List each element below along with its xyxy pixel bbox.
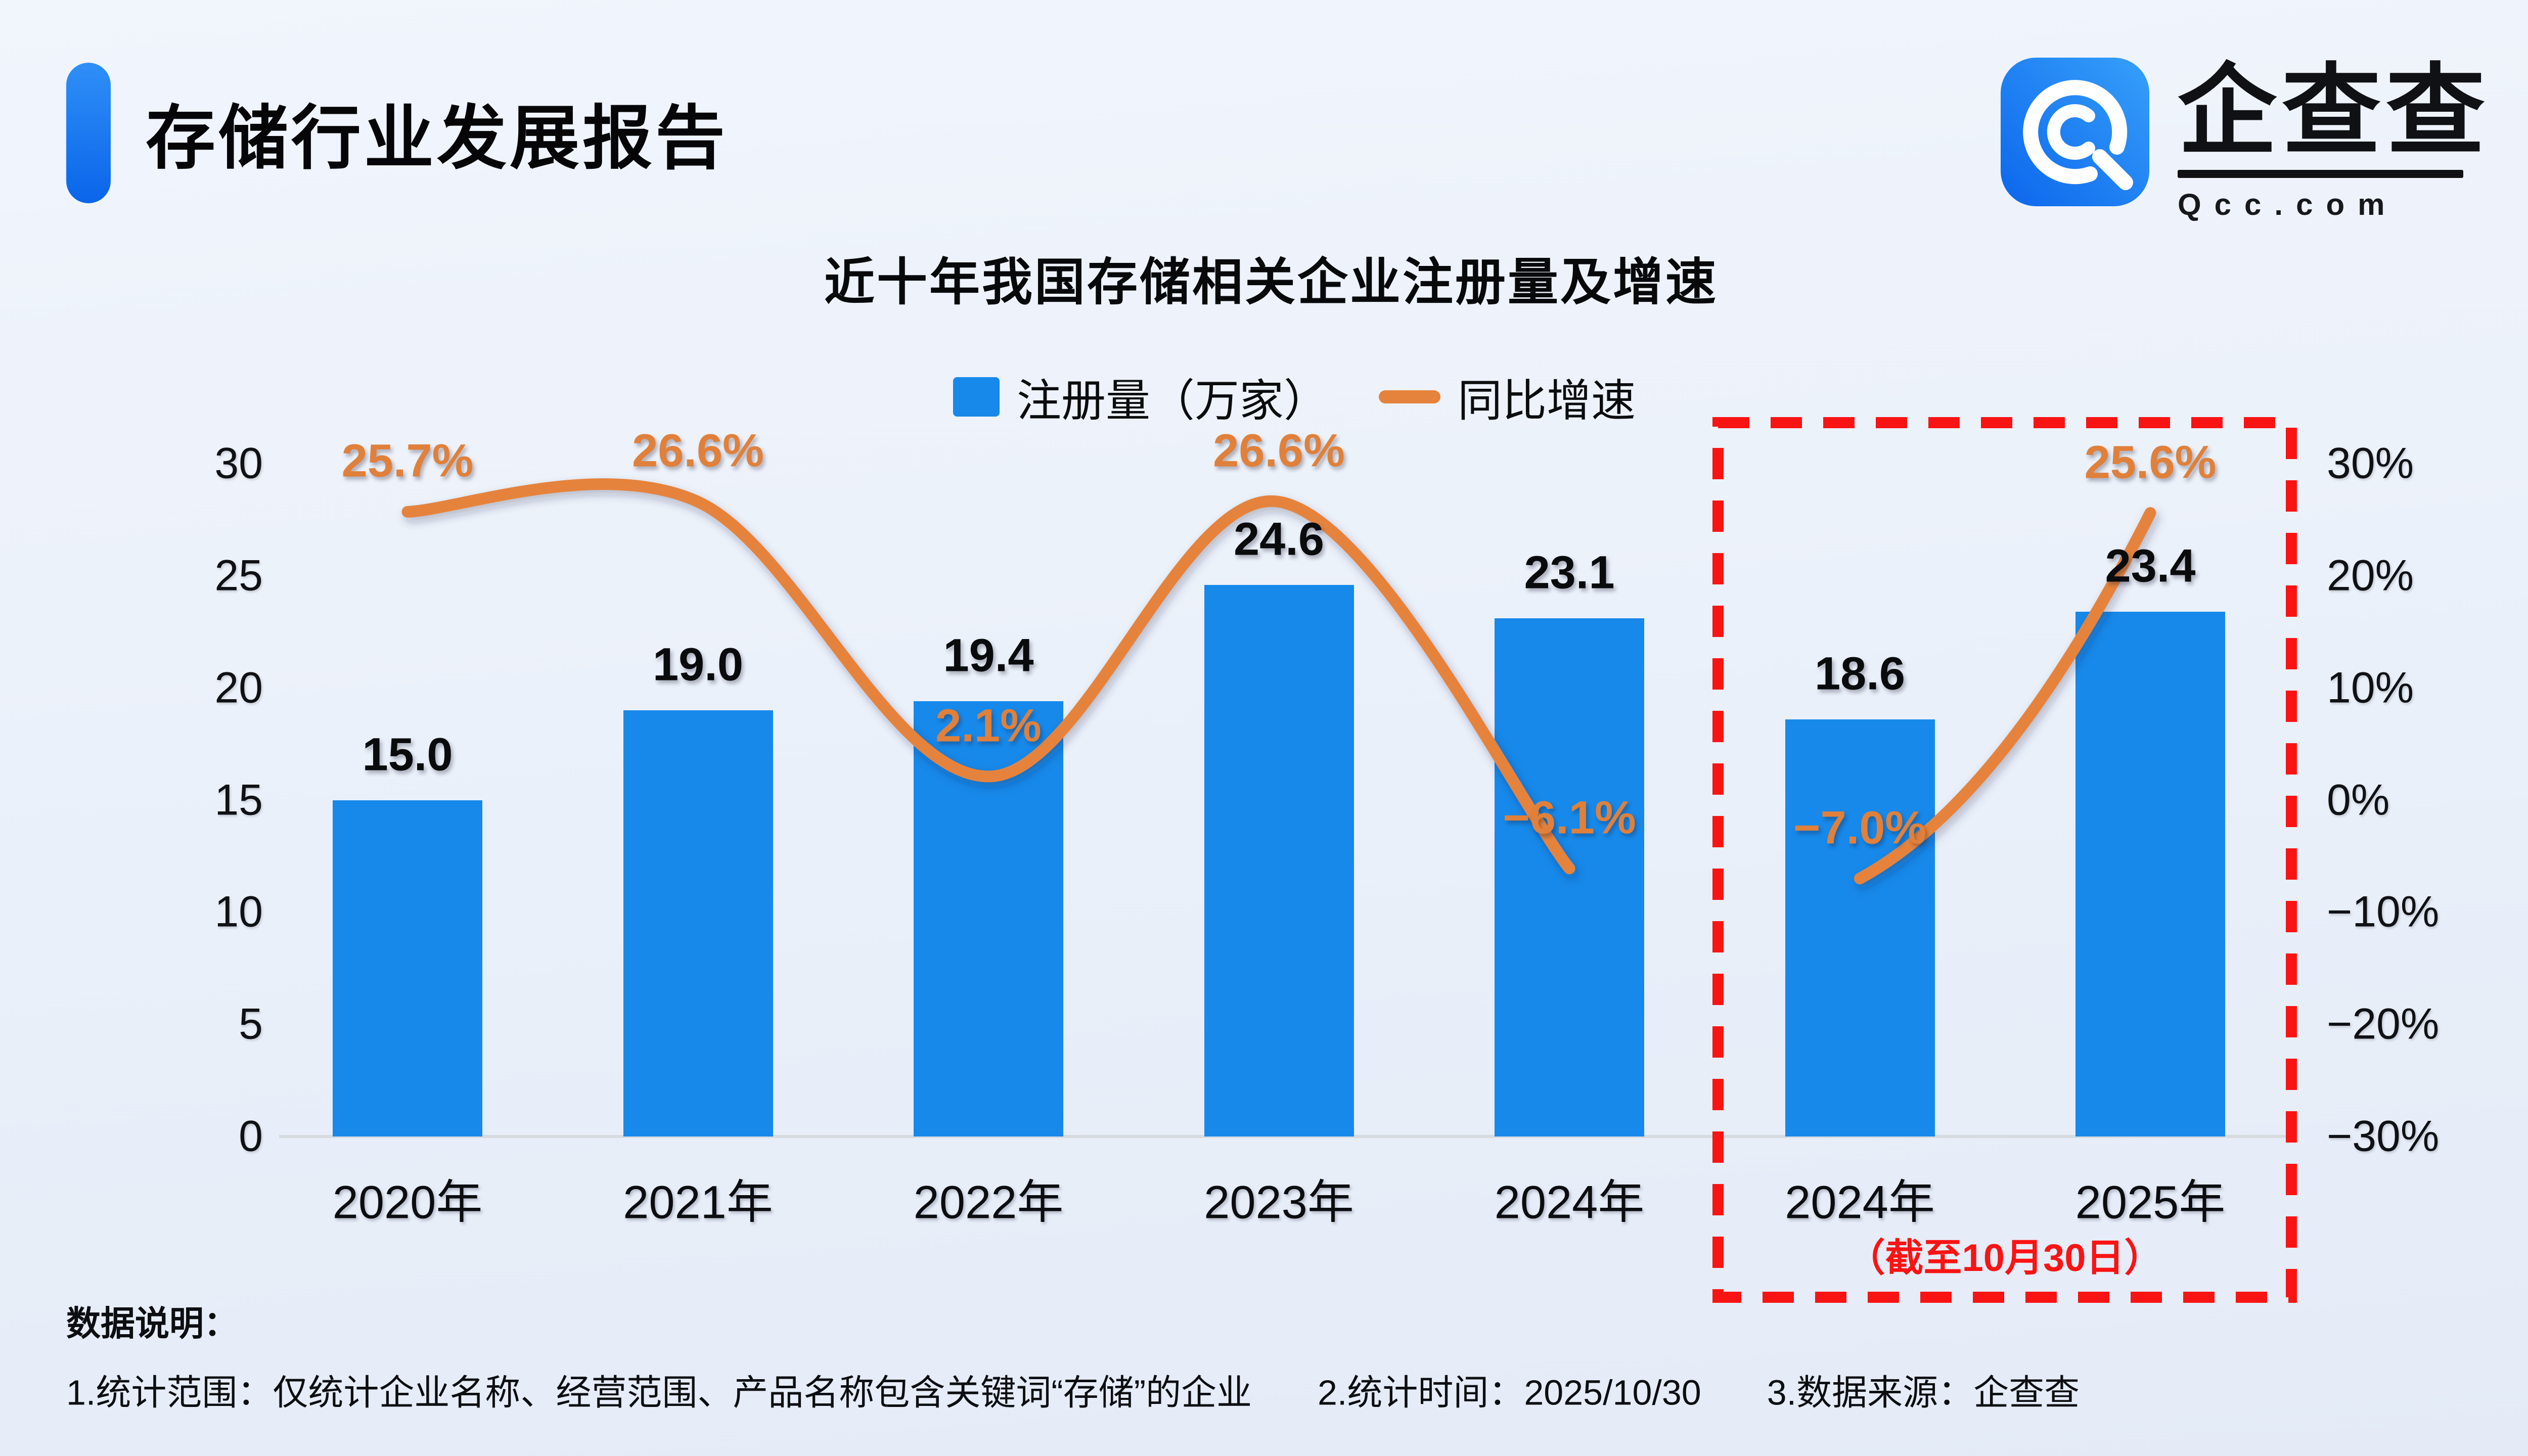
x-axis-baseline: [279, 1135, 2294, 1138]
x-axis-label: 2022年: [913, 1176, 1064, 1228]
x-axis-label: 2020年: [332, 1176, 483, 1228]
y-axis-tick-right: 20%: [2327, 551, 2414, 600]
x-axis-label: 2024年: [1494, 1176, 1645, 1228]
qcc-logo-icon: [2001, 58, 2149, 206]
page-title: 存储行业发展报告: [146, 100, 729, 177]
y-axis-tick-right: −20%: [2327, 999, 2440, 1049]
y-axis-tick-left: 25: [214, 551, 263, 600]
y-axis-tick-left: 5: [239, 999, 263, 1049]
y-axis-tick-left: 30: [214, 439, 263, 488]
x-axis-label: 2025年: [2075, 1176, 2226, 1228]
footer-note-scope: 1.统计范围：仅统计企业名称、经营范围、产品名称包含关键词“存储”的企业: [66, 1373, 1252, 1413]
y-axis-tick-right: 30%: [2327, 439, 2414, 488]
bar-value-label: 24.6: [1233, 513, 1325, 565]
legend-bar-label: 注册量（万家）: [1016, 375, 1328, 426]
bar-value-label: 23.1: [1524, 547, 1615, 599]
title-accent-bar: [66, 63, 111, 203]
growth-rate-label: 25.7%: [341, 435, 474, 487]
bar-value-label: 19.0: [652, 639, 744, 691]
footer-notes: 1.统计范围：仅统计企业名称、经营范围、产品名称包含关键词“存储”的企业 2.统…: [66, 1364, 2080, 1416]
y-axis-tick-right: −10%: [2327, 887, 2440, 936]
bar-value-label: 15.0: [362, 729, 453, 780]
growth-rate-label: 2.1%: [935, 700, 1042, 752]
legend-line-label: 同比增速: [1458, 375, 1636, 426]
bar-value-label: 19.4: [943, 629, 1034, 681]
y-axis-tick-right: 10%: [2327, 663, 2414, 712]
y-axis-tick-left: 20: [214, 663, 263, 712]
registration-bar: [333, 800, 482, 1136]
registration-bar: [1495, 618, 1644, 1136]
x-axis-label: 2024年: [1785, 1176, 1935, 1228]
y-axis-tick-right: 0%: [2327, 776, 2390, 824]
highlight-box-note: （截至10月30日）: [1846, 1237, 2163, 1280]
footer-note-date: 2.统计时间：2025/10/30: [1318, 1373, 1701, 1413]
registration-bar: [1785, 719, 1935, 1136]
y-axis-tick-left: 15: [214, 776, 263, 824]
y-axis-tick-right: −30%: [2327, 1112, 2440, 1161]
chart-title: 近十年我国存储相关企业注册量及增速: [824, 254, 1718, 311]
growth-rate-label: −6.1%: [1503, 792, 1636, 844]
x-axis-label: 2021年: [623, 1176, 773, 1228]
chart-legend: 注册量（万家） 同比增速: [0, 376, 2528, 426]
brand-logo: 企查查 Qcc.com: [2001, 58, 2490, 222]
y-axis-tick-left: 10: [214, 887, 263, 936]
registration-bar: [623, 710, 773, 1136]
growth-rate-label: 25.6%: [2084, 436, 2217, 488]
growth-rate-label: 26.6%: [1213, 425, 1345, 477]
registration-bar: [1204, 584, 1354, 1136]
brand-text: 企查查 Qcc.com: [2178, 58, 2490, 222]
growth-rate-label: 26.6%: [632, 425, 764, 477]
brand-name: 企查查: [2178, 56, 2491, 166]
growth-rate-label: −7.0%: [1793, 802, 1927, 854]
registration-bar: [914, 701, 1063, 1136]
brand-domain: Qcc.com: [2178, 188, 2398, 221]
legend-bar-swatch: [953, 377, 1000, 417]
bar-value-label: 18.6: [1814, 648, 1906, 700]
x-axis-label: 2023年: [1204, 1176, 1354, 1228]
brand-underline: [2178, 170, 2463, 178]
footer-note-source: 3.数据来源：企查查: [1767, 1373, 2080, 1413]
bar-value-label: 23.4: [2105, 540, 2196, 592]
registration-bar: [2075, 611, 2225, 1136]
y-axis-tick-left: 0: [239, 1112, 263, 1161]
legend-line-swatch: [1379, 390, 1440, 403]
footer-heading: 数据说明：: [66, 1304, 239, 1343]
